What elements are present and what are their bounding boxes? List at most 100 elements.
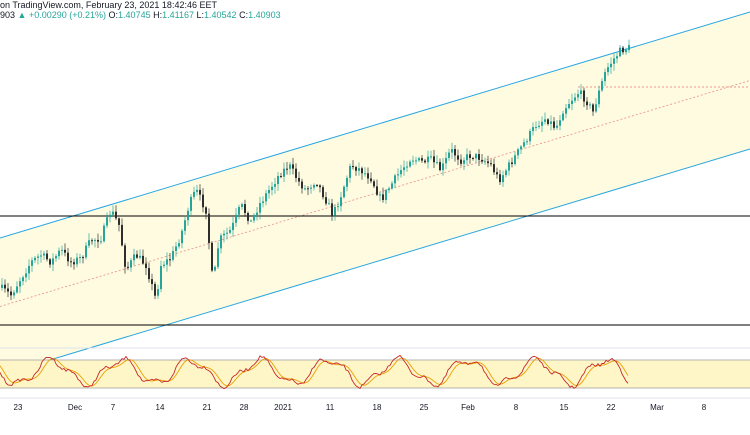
candle-down xyxy=(487,161,489,164)
candle-down xyxy=(205,207,207,214)
candle-down xyxy=(490,163,492,165)
candle-down xyxy=(496,172,498,175)
candle-up xyxy=(427,156,429,163)
candle-down xyxy=(298,177,300,182)
candle-up xyxy=(337,206,339,208)
candle-down xyxy=(622,47,624,53)
candle-up xyxy=(385,190,387,200)
candle-up xyxy=(34,257,36,261)
candle-down xyxy=(481,159,483,162)
candle-down xyxy=(247,212,249,221)
candle-up xyxy=(556,125,558,128)
candle-up xyxy=(574,97,576,101)
candle-up xyxy=(187,210,189,221)
candle-up xyxy=(226,232,228,234)
candle-up xyxy=(442,163,444,171)
candle-down xyxy=(469,154,471,159)
candle-up xyxy=(334,207,336,216)
candle-down xyxy=(373,181,375,187)
candle-down xyxy=(202,194,204,208)
candle-up xyxy=(133,254,135,261)
candle-up xyxy=(265,193,267,202)
candle-down xyxy=(454,149,456,156)
candle-up xyxy=(112,211,114,215)
candle-up xyxy=(1,284,3,288)
stochastic-d-line xyxy=(0,357,629,387)
candle-up xyxy=(259,202,261,213)
candle-up xyxy=(409,161,411,167)
candle-up xyxy=(262,201,264,203)
candle-down xyxy=(49,259,51,265)
candle-down xyxy=(292,164,294,169)
candle-down xyxy=(73,262,75,265)
header-low-value: 1.40542 xyxy=(204,10,237,20)
candle-down xyxy=(46,253,48,260)
candle-down xyxy=(586,101,588,106)
candle-down xyxy=(70,261,72,263)
candle-down xyxy=(547,119,549,124)
candle-up xyxy=(625,50,627,53)
x-tick-label: 22 xyxy=(607,403,616,412)
candle-up xyxy=(289,164,291,169)
channel-midline xyxy=(0,80,750,307)
candle-up xyxy=(568,104,570,109)
candle-up xyxy=(502,175,504,183)
candle-up xyxy=(277,176,279,185)
chart-legend-header: on TradingView.com, February 23, 2021 18… xyxy=(0,0,750,22)
x-tick-label: 25 xyxy=(420,403,429,412)
candle-up xyxy=(580,90,582,95)
candle-up xyxy=(61,249,63,251)
candle-up xyxy=(346,177,348,187)
candle-down xyxy=(382,194,384,200)
candle-up xyxy=(304,188,306,190)
horizontal-levels xyxy=(0,86,750,326)
candle-down xyxy=(148,268,150,280)
candle-down xyxy=(142,255,144,264)
candle-up xyxy=(106,217,108,226)
candle-down xyxy=(493,164,495,173)
header-high-label: H: xyxy=(153,10,163,20)
candle-up xyxy=(394,175,396,184)
candle-up xyxy=(397,174,399,176)
candle-down xyxy=(199,189,201,195)
candle-up xyxy=(55,256,57,259)
candle-up xyxy=(514,155,516,164)
candle-down xyxy=(433,156,435,163)
header-title: on TradingView.com, February 23, 2021 18… xyxy=(0,0,217,10)
candle-up xyxy=(391,183,393,189)
x-tick-label: Dec xyxy=(68,403,82,412)
x-tick-label: Feb xyxy=(461,403,475,412)
candle-up xyxy=(349,166,351,178)
oscillator-band xyxy=(0,360,750,388)
candle-up xyxy=(466,154,468,161)
candle-up xyxy=(229,230,231,233)
candle-up xyxy=(274,184,276,187)
candle-down xyxy=(121,224,123,246)
header-close-value: 1.40903 xyxy=(248,10,281,20)
candle-up xyxy=(610,63,612,68)
x-tick-label: 18 xyxy=(373,403,382,412)
candle-up xyxy=(601,81,603,91)
candle-up xyxy=(22,277,24,282)
candle-up xyxy=(52,258,54,265)
candle-up xyxy=(505,170,507,176)
candle-down xyxy=(322,187,324,198)
x-tick-label: 23 xyxy=(14,403,23,412)
candle-down xyxy=(367,173,369,179)
header-close-label: C: xyxy=(239,10,249,20)
candle-up xyxy=(535,127,537,129)
candle-up xyxy=(217,248,219,267)
candle-down xyxy=(301,181,303,189)
candle-down xyxy=(478,154,480,160)
candlesticks xyxy=(1,39,630,301)
channel-upper-line xyxy=(0,11,750,239)
candle-up xyxy=(250,220,252,222)
candle-up xyxy=(541,121,543,126)
header-high-value: 1.41167 xyxy=(162,10,194,20)
candle-up xyxy=(538,125,540,128)
candle-down xyxy=(127,266,129,268)
stochastic-oscillator xyxy=(0,347,750,390)
candle-down xyxy=(124,245,126,267)
